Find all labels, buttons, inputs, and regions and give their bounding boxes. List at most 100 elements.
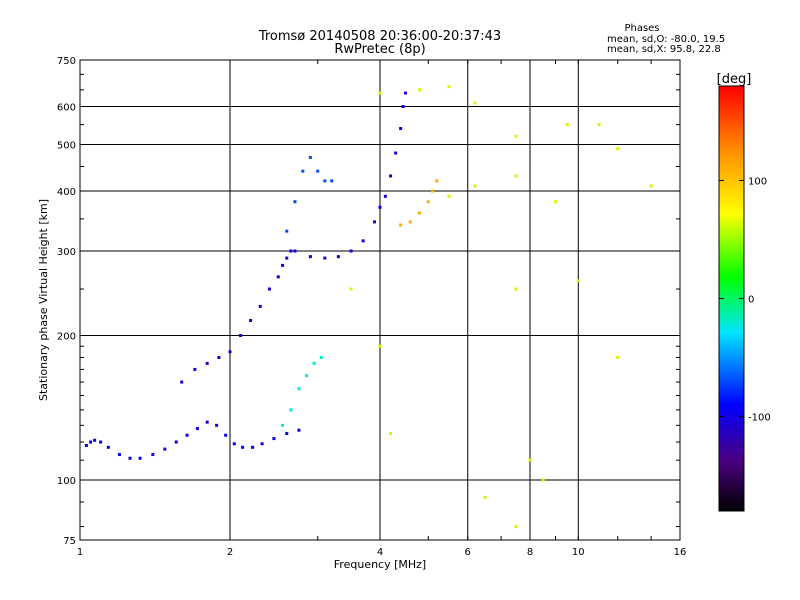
y-tick-label: 100 bbox=[57, 476, 76, 487]
data-point bbox=[426, 200, 430, 204]
data-point bbox=[616, 147, 620, 151]
data-point bbox=[163, 447, 167, 451]
data-point bbox=[293, 200, 297, 204]
data-point bbox=[215, 423, 219, 427]
y-tick-label: 750 bbox=[57, 56, 76, 67]
data-point bbox=[260, 442, 264, 446]
data-point bbox=[289, 249, 293, 253]
data-point bbox=[528, 458, 532, 462]
data-point bbox=[403, 91, 407, 95]
x-tick-label: 10 bbox=[572, 547, 585, 558]
data-point bbox=[389, 174, 393, 178]
data-point bbox=[305, 374, 309, 378]
colorbar-tick-label: 0 bbox=[748, 295, 754, 306]
data-point bbox=[399, 126, 403, 130]
data-point bbox=[541, 478, 545, 482]
y-tick-label: 75 bbox=[63, 536, 76, 547]
chart-title: Tromsø 20140508 20:36:00-20:37:43 bbox=[258, 29, 501, 44]
data-point bbox=[349, 249, 353, 253]
data-point bbox=[285, 432, 289, 436]
data-point bbox=[180, 380, 184, 384]
data-point bbox=[401, 105, 405, 109]
data-point bbox=[373, 220, 377, 224]
data-point bbox=[193, 367, 197, 371]
series-scattered bbox=[349, 85, 653, 529]
x-axis: 1 2 4 6 8 10 16 bbox=[77, 60, 687, 558]
stats-header: Phases bbox=[624, 23, 659, 34]
x-tick-label: 2 bbox=[227, 547, 233, 558]
data-point bbox=[649, 184, 653, 188]
data-point bbox=[217, 355, 221, 359]
data-point bbox=[289, 408, 293, 412]
data-point bbox=[267, 287, 271, 291]
data-point bbox=[117, 453, 121, 457]
data-point bbox=[106, 445, 110, 449]
series-X-low bbox=[281, 355, 323, 427]
data-point bbox=[281, 263, 285, 267]
data-point bbox=[308, 255, 312, 259]
data-point bbox=[205, 361, 209, 365]
series-O-F-upper bbox=[285, 155, 334, 233]
data-point bbox=[473, 101, 477, 105]
data-point bbox=[128, 456, 132, 460]
stats-o-line: mean, sd,O: -80.0, 19.5 bbox=[607, 34, 725, 45]
y-tick-label: 600 bbox=[57, 103, 76, 114]
data-point bbox=[239, 334, 243, 338]
data-point bbox=[285, 229, 289, 233]
data-point bbox=[323, 179, 327, 183]
x-axis-label: Frequency [MHz] bbox=[334, 558, 426, 571]
colorbar-tick-label: 100 bbox=[748, 176, 767, 187]
series-X-F bbox=[399, 179, 439, 227]
data-point bbox=[383, 194, 387, 198]
y-tick-label: 300 bbox=[57, 247, 76, 258]
data-point bbox=[316, 169, 320, 173]
data-point bbox=[272, 437, 276, 441]
x-tick-label: 16 bbox=[674, 547, 687, 558]
y-tick-label: 400 bbox=[57, 187, 76, 198]
data-point bbox=[319, 355, 323, 359]
data-point bbox=[185, 433, 189, 437]
data-point bbox=[514, 134, 518, 138]
x-tick-label: 6 bbox=[465, 547, 471, 558]
data-point bbox=[394, 151, 398, 155]
data-point bbox=[447, 85, 451, 89]
data-point bbox=[417, 88, 421, 92]
data-point bbox=[241, 445, 245, 449]
data-point bbox=[378, 205, 382, 209]
x-tick-label: 1 bbox=[77, 547, 83, 558]
y-tick-label: 200 bbox=[57, 332, 76, 343]
y-axis-label: Stationary phase Virtual Height [km] bbox=[37, 199, 50, 401]
data-point bbox=[330, 179, 334, 183]
data-point bbox=[84, 444, 88, 448]
data-point bbox=[308, 155, 312, 159]
colorbar: [deg] 100 0 -100 bbox=[717, 72, 771, 512]
y-axis: 75 100 200 300 400 500 600 750 bbox=[57, 56, 680, 547]
data-point bbox=[228, 350, 232, 354]
data-point bbox=[576, 279, 580, 283]
data-point bbox=[565, 123, 569, 127]
data-point bbox=[312, 361, 316, 365]
data-point bbox=[336, 255, 340, 259]
data-point bbox=[93, 438, 97, 442]
data-point bbox=[378, 91, 382, 95]
data-point bbox=[297, 387, 301, 391]
x-tick-label: 4 bbox=[377, 547, 383, 558]
data-point bbox=[417, 211, 421, 215]
data-point bbox=[258, 304, 262, 308]
data-point bbox=[297, 428, 301, 432]
stats-block: Phases mean, sd,O: -80.0, 19.5 mean, sd,… bbox=[607, 23, 725, 55]
data-point bbox=[378, 344, 382, 348]
data-point bbox=[99, 440, 103, 444]
data-point bbox=[435, 179, 439, 183]
chart-subtitle: RwPretec (8p) bbox=[334, 42, 425, 57]
data-point bbox=[232, 442, 236, 446]
data-point bbox=[514, 174, 518, 178]
data-point bbox=[389, 432, 393, 436]
data-point bbox=[514, 525, 518, 529]
data-point bbox=[447, 194, 451, 198]
data-point bbox=[281, 423, 285, 427]
data-point bbox=[553, 200, 557, 204]
data-point bbox=[276, 275, 280, 279]
data-point bbox=[408, 220, 412, 224]
